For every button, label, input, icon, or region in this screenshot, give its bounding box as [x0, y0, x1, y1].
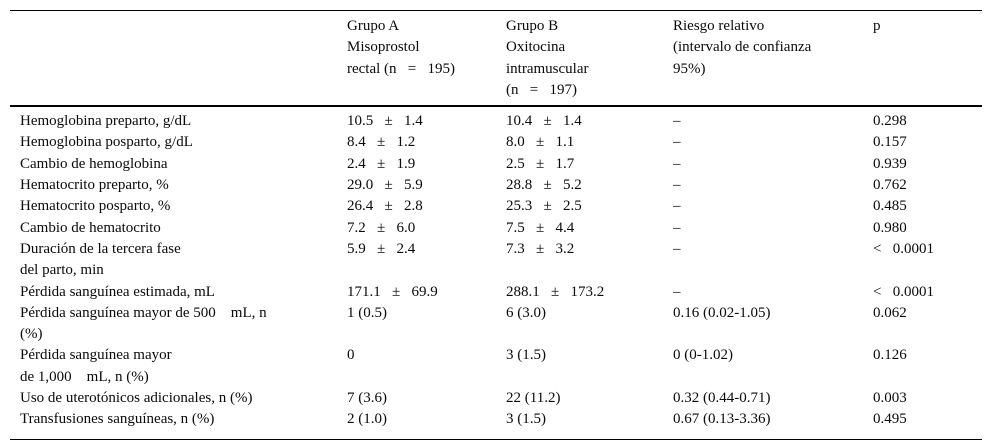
- group-a-cell: 8.4 ± 1.2: [347, 134, 416, 151]
- group-b-cell: 22 (11.2): [506, 390, 561, 407]
- group-b-cell: 7.5 ± 4.4: [506, 219, 575, 236]
- p-value-cell: < 0.0001: [873, 283, 934, 300]
- row-label-cell: Pérdida sanguínea mayor de 500 mL, n (%): [20, 304, 267, 343]
- p-value-cell: 0.003: [873, 390, 907, 407]
- relative-risk-cell: –: [673, 155, 681, 172]
- p-value-cell: < 0.0001: [873, 240, 934, 257]
- group-b-cell: 25.3 ± 2.5: [506, 198, 582, 215]
- group-b-cell: 2.5 ± 1.7: [506, 155, 575, 172]
- table-row: Uso de uterotónicos adicionales, n (%) 7…: [10, 388, 982, 409]
- group-b-cell: 3 (1.5): [506, 347, 546, 364]
- group-b-cell: 3 (1.5): [506, 411, 546, 428]
- relative-risk-cell: –: [673, 283, 681, 300]
- row-label-cell: Uso de uterotónicos adicionales, n (%): [20, 390, 253, 407]
- p-value-cell: 0.157: [873, 134, 907, 151]
- relative-risk-cell: –: [673, 134, 681, 151]
- table-row: Hemoglobina posparto, g/dL 8.4 ± 1.2 8.0…: [10, 132, 982, 153]
- table-row: Hemoglobina preparto, g/dL 10.5 ± 1.4 10…: [10, 106, 982, 132]
- row-label-cell: Cambio de hematocrito: [20, 219, 161, 236]
- group-a-cell: 29.0 ± 5.9: [347, 177, 423, 194]
- group-a-cell: 2.4 ± 1.9: [347, 155, 416, 172]
- relative-risk-cell: –: [673, 198, 681, 215]
- p-value-cell: 0.939: [873, 155, 907, 172]
- table-header: Grupo A Misoprostol rectal (n = 195) Gru…: [10, 10, 982, 108]
- group-a-cell: 0: [347, 347, 355, 364]
- relative-risk-cell: –: [673, 177, 681, 194]
- header-row: Grupo A Misoprostol rectal (n = 195) Gru…: [10, 10, 982, 108]
- row-label-cell: Pérdida sanguínea mayor de 1,000 mL, n (…: [20, 347, 172, 385]
- relative-risk-cell: 0 (0-1.02): [673, 347, 733, 364]
- p-value-cell: 0.980: [873, 219, 907, 236]
- group-a-cell: 171.1 ± 69.9: [347, 283, 438, 300]
- table-row: Transfusiones sanguíneas, n (%) 2 (1.0) …: [10, 409, 982, 439]
- column-header-parameter: [10, 10, 347, 108]
- row-label-cell: Hemoglobina preparto, g/dL: [20, 113, 192, 130]
- row-label-cell: Transfusiones sanguíneas, n (%): [20, 411, 215, 428]
- table-row: Hematocrito preparto, % 29.0 ± 5.9 28.8 …: [10, 175, 982, 196]
- group-b-cell: 6 (3.0): [506, 304, 546, 321]
- table-row: Cambio de hemoglobina 2.4 ± 1.9 2.5 ± 1.…: [10, 154, 982, 175]
- row-label-cell: Cambio de hemoglobina: [20, 155, 168, 172]
- table-row: Pérdida sanguínea mayor de 500 mL, n (%)…: [10, 303, 982, 346]
- group-a-cell: 7.2 ± 6.0: [347, 219, 416, 236]
- relative-risk-cell: 0.16 (0.02-1.05): [673, 304, 771, 321]
- group-b-cell: 288.1 ± 173.2: [506, 283, 605, 300]
- row-label-cell: Hematocrito posparto, %: [20, 198, 171, 215]
- results-table: Grupo A Misoprostol rectal (n = 195) Gru…: [10, 10, 982, 440]
- group-a-cell: 10.5 ± 1.4: [347, 113, 423, 130]
- row-label-cell: Duración de la tercera fase del parto, m…: [20, 240, 181, 279]
- column-header-group-b: Grupo B Oxitocina intramuscular (n = 197…: [506, 10, 673, 108]
- group-b-cell: 7.3 ± 3.2: [506, 240, 575, 257]
- relative-risk-cell: –: [673, 219, 681, 236]
- group-b-cell: 8.0 ± 1.1: [506, 134, 575, 151]
- column-header-p-value: p: [873, 10, 982, 108]
- p-value-cell: 0.495: [873, 411, 907, 428]
- row-label-cell: Pérdida sanguínea estimada, mL: [20, 283, 215, 300]
- group-a-cell: 7 (3.6): [347, 390, 387, 407]
- p-value-cell: 0.485: [873, 198, 907, 215]
- table-row: Pérdida sanguínea estimada, mL 171.1 ± 6…: [10, 282, 982, 303]
- table-row: Cambio de hematocrito 7.2 ± 6.0 7.5 ± 4.…: [10, 218, 982, 239]
- p-value-cell: 0.126: [873, 347, 907, 364]
- group-a-cell: 26.4 ± 2.8: [347, 198, 423, 215]
- group-b-cell: 10.4 ± 1.4: [506, 113, 582, 130]
- group-a-cell: 5.9 ± 2.4: [347, 240, 416, 257]
- group-a-cell: 2 (1.0): [347, 411, 387, 428]
- column-header-relative-risk: Riesgo relativo (intervalo de confianza …: [673, 10, 873, 108]
- relative-risk-cell: 0.32 (0.44-0.71): [673, 390, 771, 407]
- table-row: Hematocrito posparto, % 26.4 ± 2.8 25.3 …: [10, 196, 982, 217]
- p-value-cell: 0.762: [873, 177, 907, 194]
- table-row: Duración de la tercera fase del parto, m…: [10, 239, 982, 282]
- relative-risk-cell: 0.67 (0.13-3.36): [673, 411, 771, 428]
- results-table-container: Grupo A Misoprostol rectal (n = 195) Gru…: [10, 10, 982, 440]
- group-a-cell: 1 (0.5): [347, 304, 387, 321]
- row-label-cell: Hematocrito preparto, %: [20, 177, 169, 194]
- column-header-group-a: Grupo A Misoprostol rectal (n = 195): [347, 10, 506, 108]
- relative-risk-cell: –: [673, 240, 681, 257]
- row-label-cell: Hemoglobina posparto, g/dL: [20, 134, 193, 151]
- group-b-cell: 28.8 ± 5.2: [506, 177, 582, 194]
- relative-risk-cell: –: [673, 113, 681, 130]
- table-body: Hemoglobina preparto, g/dL 10.5 ± 1.4 10…: [10, 106, 982, 439]
- p-value-cell: 0.298: [873, 113, 907, 130]
- table-row: Pérdida sanguínea mayor de 1,000 mL, n (…: [10, 345, 982, 388]
- p-value-cell: 0.062: [873, 304, 907, 321]
